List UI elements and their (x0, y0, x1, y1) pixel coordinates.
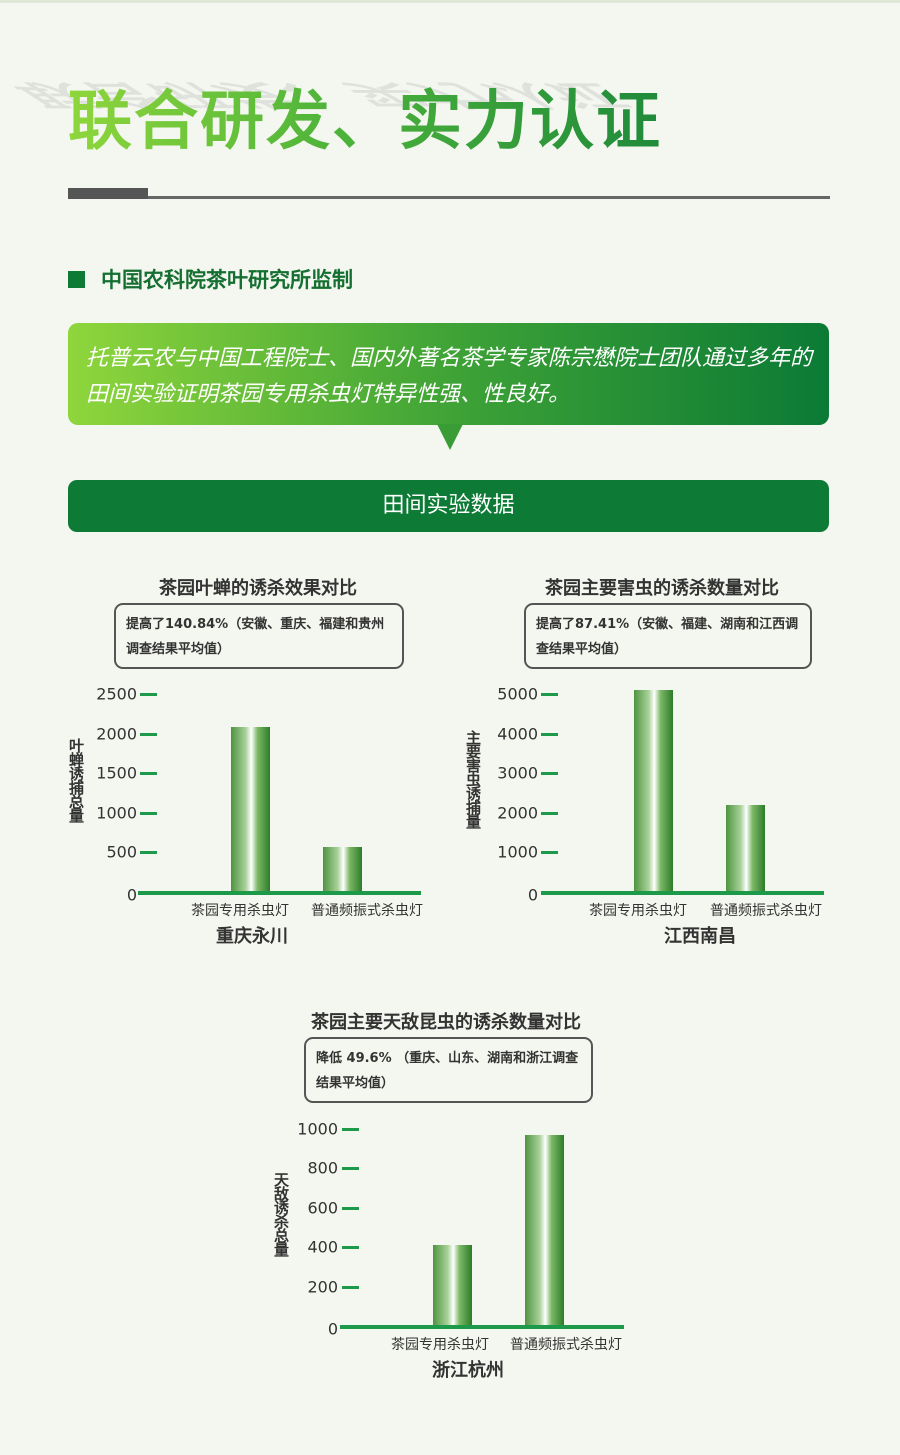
x-axis-label-location: 浙江杭州 (432, 1360, 504, 1381)
bar-2 (726, 804, 765, 892)
bubble-pointer (437, 424, 463, 450)
x-axis-label-location: 重庆永川 (216, 926, 288, 947)
y-tick-label: 200 (307, 1277, 338, 1297)
bar-1 (634, 690, 673, 892)
divider (68, 196, 830, 199)
y-tick-label: 600 (307, 1198, 338, 1218)
subtitle-text: 中国农科院茶叶研究所监制 (101, 268, 353, 292)
y-axis-label: 叶蝉诱捕总量 (67, 738, 85, 822)
description-bubble: 托普云农与中国工程院士、国内外著名茶学专家陈宗懋院士团队通过多年的田间实验证明茶… (68, 323, 829, 425)
x-category-label: 普通频振式杀虫灯 (510, 1337, 622, 1353)
x-category-label: 茶园专用杀虫灯 (391, 1337, 489, 1353)
chart-title: 茶园主要害虫的诱杀数量对比 (545, 578, 779, 599)
bar-1 (231, 727, 270, 892)
chart-annotation-box: 降低 49.6% （重庆、山东、湖南和浙江调查结果平均值） (304, 1037, 593, 1103)
x-axis-baseline (340, 1325, 624, 1329)
y-tick-mark (541, 732, 558, 736)
bar-2 (323, 846, 362, 892)
bar-2 (525, 1134, 564, 1326)
page-title: 联合研发、实力认证 (68, 70, 662, 162)
x-category-label: 普通频振式杀虫灯 (710, 903, 822, 919)
y-tick-mark (541, 851, 558, 855)
y-tick-label: 500 (106, 842, 137, 862)
y-tick-label: 0 (327, 1319, 338, 1339)
y-tick-mark (541, 772, 558, 776)
square-bullet-icon (68, 270, 85, 288)
chart-annotation-box: 提高了87.41%（安徽、福建、湖南和江西调查结果平均值） (524, 603, 812, 669)
y-tick-mark (541, 693, 558, 696)
y-tick-mark (140, 811, 157, 815)
section-subtitle: 中国农科院茶叶研究所监制 (68, 264, 353, 294)
y-tick-mark (342, 1206, 359, 1210)
y-tick-mark (342, 1246, 359, 1250)
y-tick-mark (140, 851, 157, 855)
y-tick-label: 3000 (497, 763, 538, 783)
description-text: 托普云农与中国工程院士、国内外著名茶学专家陈宗懋院士团队通过多年的田间实验证明茶… (86, 346, 813, 407)
y-tick-mark (342, 1167, 359, 1171)
x-axis-baseline (138, 891, 421, 895)
y-tick-label: 2000 (96, 724, 137, 744)
x-axis-baseline (541, 891, 824, 895)
y-tick-label: 4000 (497, 724, 538, 744)
y-tick-mark (342, 1285, 359, 1289)
y-tick-mark (541, 811, 558, 815)
y-tick-label: 1000 (297, 1119, 338, 1139)
bar-1 (433, 1245, 472, 1326)
y-tick-label: 0 (527, 885, 538, 905)
y-tick-label: 800 (307, 1158, 338, 1178)
y-axis-label: 天敌诱杀总量 (272, 1172, 290, 1256)
y-tick-mark (140, 693, 157, 696)
y-tick-label: 2500 (96, 684, 137, 704)
y-tick-label: 1000 (497, 842, 538, 862)
chart-annotation-box: 提高了140.84%（安徽、重庆、福建和贵州调查结果平均值） (114, 603, 404, 669)
chart-title: 茶园主要天敌昆虫的诱杀数量对比 (311, 1012, 581, 1033)
x-category-label: 茶园专用杀虫灯 (589, 903, 687, 919)
y-tick-label: 400 (307, 1237, 338, 1257)
y-tick-label: 2000 (497, 803, 538, 823)
y-tick-label: 0 (126, 885, 137, 905)
y-tick-label: 1000 (96, 803, 137, 823)
y-tick-label: 5000 (497, 684, 538, 704)
x-category-label: 茶园专用杀虫灯 (191, 903, 289, 919)
y-tick-mark (140, 732, 157, 736)
y-axis-label: 主要害虫诱捕量 (464, 730, 482, 828)
x-category-label: 普通频振式杀虫灯 (311, 903, 423, 919)
y-tick-label: 1500 (96, 763, 137, 783)
y-tick-mark (342, 1128, 359, 1131)
section-banner: 田间实验数据 (68, 480, 829, 532)
divider-accent (68, 188, 148, 199)
x-axis-label-location: 江西南昌 (664, 926, 736, 947)
chart-title: 茶园叶蝉的诱杀效果对比 (159, 578, 357, 599)
y-tick-mark (140, 772, 157, 776)
top-border (0, 0, 900, 3)
